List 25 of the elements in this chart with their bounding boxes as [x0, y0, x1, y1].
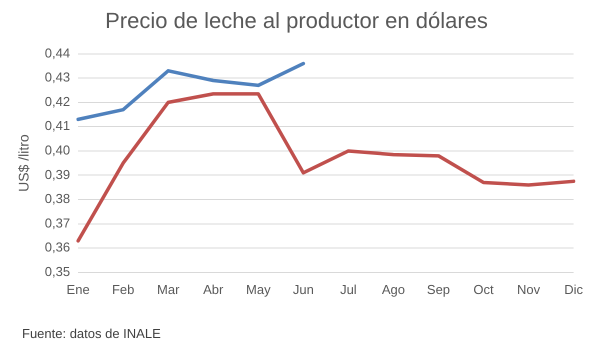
- y-axis-title: US$ /litro: [15, 134, 32, 192]
- x-tick-label: Nov: [517, 282, 541, 297]
- y-tick-label: 0,44: [44, 45, 70, 60]
- x-tick-label: Ene: [66, 282, 90, 297]
- x-tick-label: Jul: [340, 282, 357, 297]
- y-tick-label: 0,35: [44, 264, 70, 279]
- x-tick-label: Ago: [382, 282, 405, 297]
- y-tick-label: 0,40: [44, 142, 70, 158]
- x-tick-label: May: [246, 282, 272, 297]
- x-tick-label: Dic: [564, 282, 584, 297]
- y-tick-label: 0,41: [44, 118, 70, 134]
- chart-title: Precio de leche al productor en dólares: [104, 8, 489, 34]
- x-tick-label: Feb: [112, 282, 134, 297]
- x-tick-label: Abr: [203, 282, 224, 297]
- y-tick-label: 0,36: [44, 240, 70, 255]
- y-tick-label: 0,39: [44, 166, 70, 182]
- y-tick-label: 0,42: [44, 94, 70, 109]
- x-tick-label: Jun: [292, 282, 314, 297]
- x-tick-label: Mar: [157, 282, 180, 297]
- source-note: Fuente: datos de INALE: [22, 326, 161, 341]
- x-tick-label: Sep: [426, 282, 450, 297]
- x-tick-label: Oct: [473, 282, 494, 297]
- y-tick-label: 0,43: [44, 70, 70, 85]
- y-tick-label: 0,37: [44, 215, 70, 230]
- y-tick-label: 0,38: [44, 191, 70, 206]
